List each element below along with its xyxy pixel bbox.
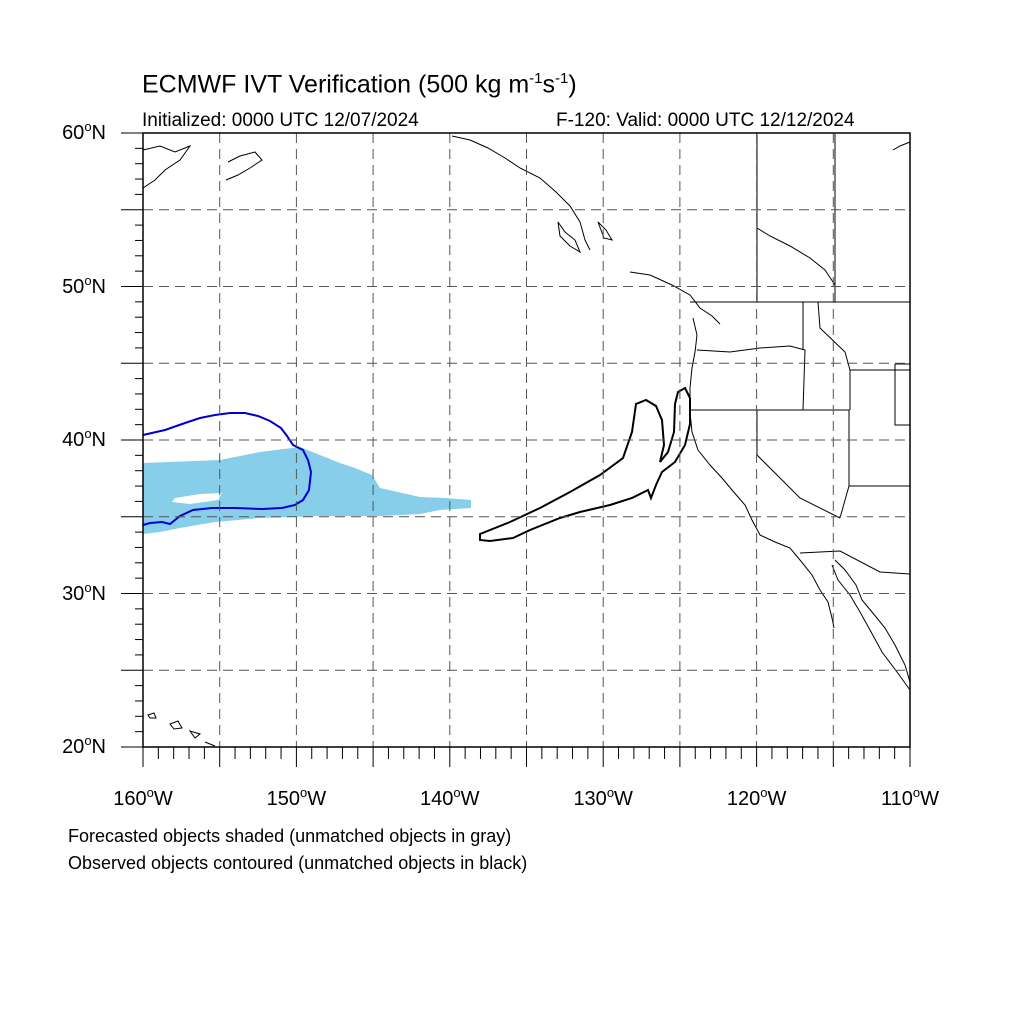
lon-label: 140oW: [420, 785, 480, 810]
caption-forecast: Forecasted objects shaded (unmatched obj…: [68, 826, 512, 846]
valid-time: F-120: Valid: 0000 UTC 12/12/2024: [556, 110, 855, 131]
lat-label: 20oN: [62, 733, 106, 758]
coastlines: [142, 135, 911, 747]
lon-label: 150oW: [266, 785, 327, 810]
forecast-object-shaded: [143, 447, 471, 534]
observed-object-unmatched-contour: [479, 386, 691, 543]
grid-lines: [143, 133, 910, 747]
lon-label: 130oW: [573, 785, 633, 810]
chart-title: ECMWF IVT Verification (500 kg m-1s-1): [142, 70, 577, 99]
lat-label: 30oN: [62, 579, 106, 605]
axis-ticks: [121, 132, 911, 767]
caption-observed: Observed objects contoured (unmatched ob…: [68, 853, 528, 873]
lon-label: 160oW: [113, 785, 173, 810]
lat-label: 60oN: [62, 119, 106, 144]
initialized-time: Initialized: 0000 UTC 12/07/2024: [142, 110, 419, 131]
political-borders: [690, 134, 911, 575]
lon-label: 110oW: [880, 785, 940, 810]
lat-label: 40oN: [62, 426, 106, 451]
observed-object-matched-contour: [142, 412, 313, 526]
lat-label: 50oN: [62, 272, 106, 298]
lon-label: 120oW: [726, 785, 787, 810]
map-frame: [142, 132, 911, 748]
